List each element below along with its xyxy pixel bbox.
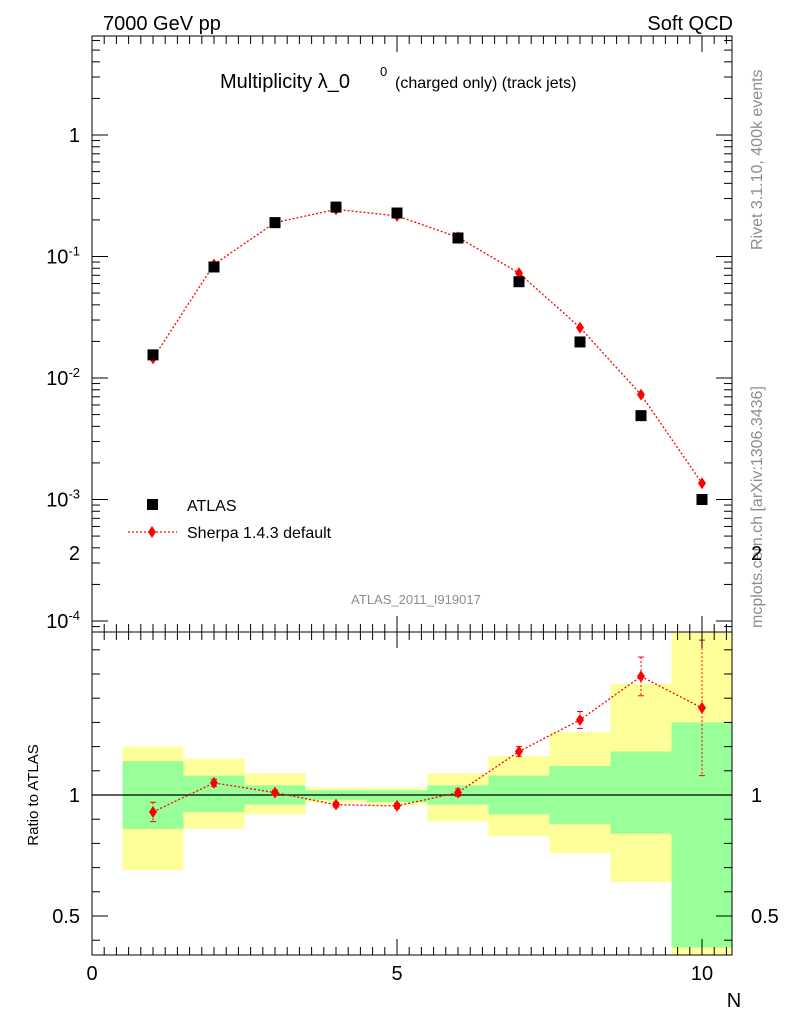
atlas-point (391, 207, 403, 219)
main-panel: 10-4 10-3 10-2 10-1 1 ATLAS_2011_I919017 (46, 35, 733, 633)
atlas-point (208, 261, 220, 273)
x-tick-label: 10 (691, 963, 713, 985)
mcplots-label: mcplots.cern.ch [arXiv:1306.3436] (749, 386, 766, 628)
ratio-frame (91, 631, 733, 956)
ratio-y-label: Ratio to ATLAS (25, 744, 42, 845)
main-y-tick-labels: 10-4 10-3 10-2 10-1 1 (46, 125, 80, 633)
ratio-y-tick-label-right: 1 (751, 785, 762, 807)
ratio-point (271, 786, 279, 799)
sherpa-line (152, 208, 703, 484)
ratio-point (515, 745, 523, 758)
main-frame (91, 35, 733, 633)
x-tick-label: 5 (391, 963, 402, 985)
atlas-point (269, 217, 281, 229)
legend-sherpa-marker (148, 526, 156, 538)
main-y-tick-label: 10-4 (46, 608, 80, 633)
analysis-label: ATLAS_2011_I919017 (351, 592, 481, 607)
x-axis-label: N (727, 990, 741, 1012)
sherpa-point (576, 321, 584, 334)
atlas-point (147, 349, 159, 361)
atlas-point (452, 232, 464, 244)
ratio-y-tick-label-right: 0.5 (751, 906, 779, 928)
ratio-y-tick-label: 0.5 (52, 906, 80, 928)
ratio-point (576, 713, 584, 726)
ratio-point (698, 701, 706, 714)
ratio-point (454, 786, 462, 799)
band-inner-bin (671, 722, 732, 948)
legend-atlas-label: ATLAS (187, 498, 237, 515)
main-y-tick-label: 1 (69, 125, 80, 147)
atlas-point (635, 410, 647, 422)
sherpa-points (149, 203, 706, 490)
plot-title: Multiplicity λ_0 0 (charged only) (track… (220, 64, 576, 93)
x-tick-label: 0 (86, 963, 97, 985)
ratio-point (637, 670, 645, 683)
ratio-y-tick-label: 1 (69, 785, 80, 807)
title-main: Multiplicity λ_0 (220, 71, 350, 93)
ratio-point (149, 805, 157, 818)
legend-atlas-marker (147, 499, 158, 510)
ratio-point (332, 798, 340, 811)
band-inner-bin (366, 790, 428, 803)
sherpa-point (515, 267, 523, 280)
sherpa-point (637, 388, 645, 401)
title-superscript: 0 (380, 64, 387, 79)
atlas-point (574, 336, 586, 348)
ratio-y-tick-label: 2 (69, 543, 80, 565)
main-y-tick-label: 10-3 (46, 487, 80, 512)
title-sub: (charged only) (track jets) (395, 75, 576, 92)
main-y-tick-label: 10-1 (46, 244, 80, 269)
atlas-point (513, 276, 525, 288)
ratio-point (393, 799, 401, 812)
legend-sherpa-label: Sherpa 1.4.3 default (187, 525, 332, 542)
ratio-point (210, 776, 218, 789)
ratio-points (149, 639, 706, 823)
main-axis-ticks (91, 36, 732, 632)
rivet-label: Rivet 3.1.10, 400k events (749, 69, 766, 250)
atlas-points (147, 201, 708, 505)
ratio-y-tick-label-right: 2 (751, 543, 762, 565)
main-y-tick-label: 10-2 (46, 365, 80, 390)
atlas-point (696, 494, 708, 505)
legend: ATLAS Sherpa 1.4.3 default (128, 498, 332, 542)
sherpa-point (698, 477, 706, 490)
band-inner-bin (610, 751, 672, 834)
ratio-panel: 0.5 0.5 1 1 2 2 (52, 543, 779, 956)
ratio-y-tick-labels: 0.5 0.5 1 1 2 2 (52, 543, 779, 928)
header-right: Soft QCD (647, 13, 733, 35)
atlas-point (330, 201, 342, 213)
header-left: 7000 GeV pp (103, 13, 221, 35)
x-tick-labels: 0 5 10 (86, 963, 713, 985)
